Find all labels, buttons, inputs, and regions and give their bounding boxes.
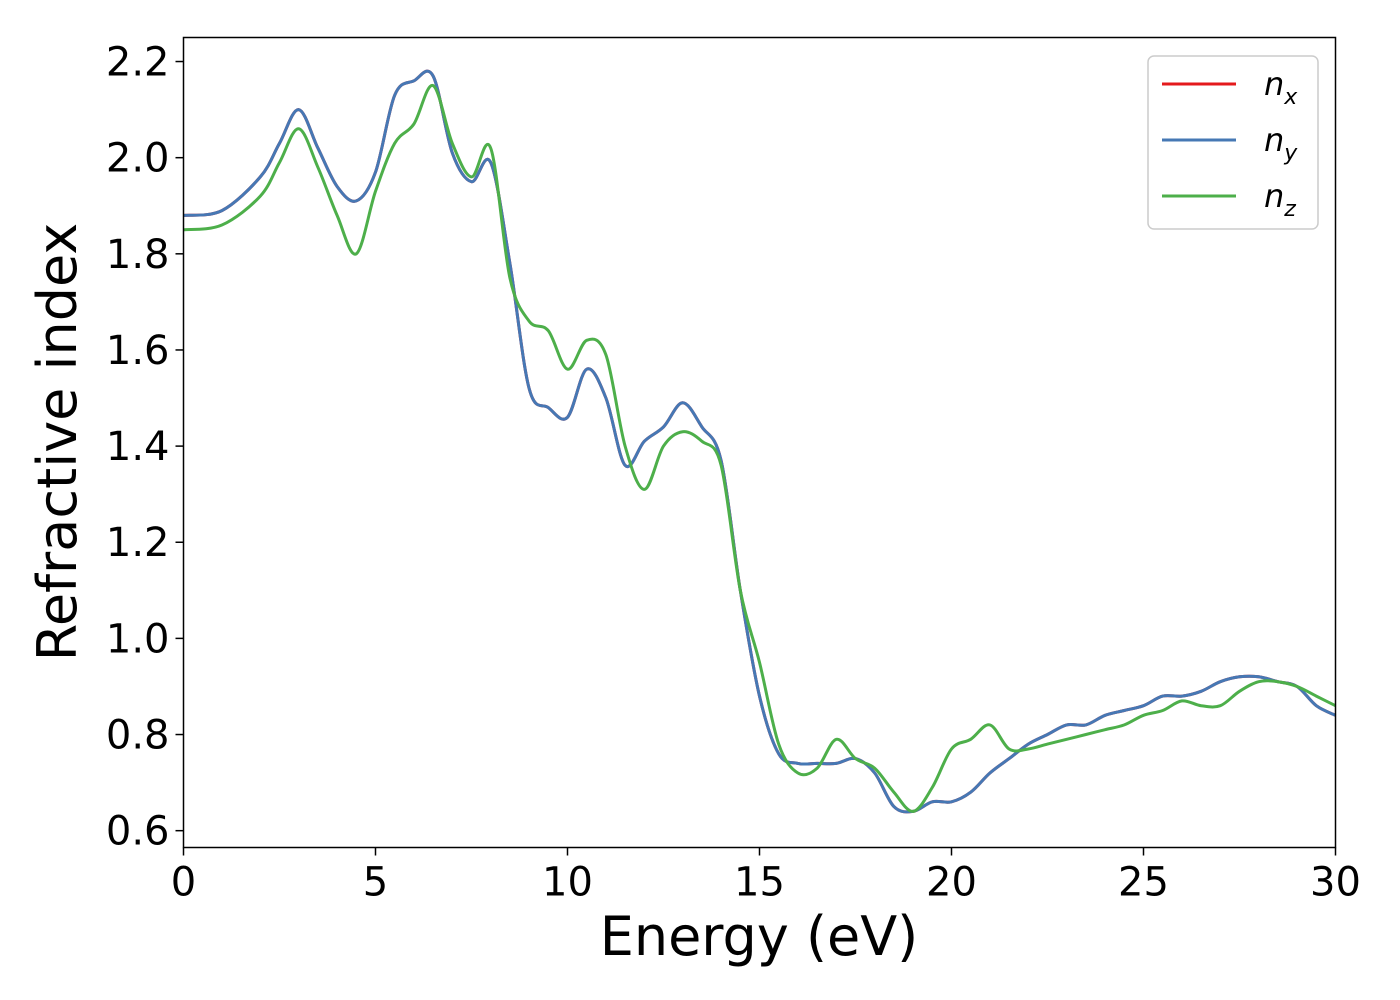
x-tick-label: 30 (1310, 860, 1361, 906)
legend-label-y: ny (1264, 121, 1298, 166)
y-tick-label: 0.6 (106, 809, 170, 855)
y-tick-label: 1.0 (106, 616, 170, 662)
legend-box (1147, 55, 1319, 230)
x-axis: 0 5 10 15 20 25 30 (171, 847, 1361, 906)
y-axis-title: Refractive index (26, 223, 89, 662)
y-tick-label: 1.2 (106, 520, 170, 566)
series-line-y (183, 69, 1337, 814)
x-tick-label: 5 (363, 860, 388, 906)
series-line-z (183, 84, 1337, 813)
plot-series-layer (183, 69, 1337, 814)
x-tick-label: 0 (171, 860, 196, 906)
y-tick-label: 1.6 (106, 328, 170, 374)
y-tick-label: 2.0 (106, 136, 170, 182)
y-tick-label: 0.8 (106, 713, 170, 759)
x-tick-label: 20 (926, 860, 977, 906)
y-axis: 0.6 0.8 1.0 1.2 1.4 1.6 1.8 2.0 2.2 (106, 40, 184, 855)
legend-label-x: nx (1264, 65, 1298, 110)
y-tick-label: 2.2 (106, 40, 170, 86)
y-tick-label: 1.8 (106, 232, 170, 278)
legend: nx ny nz (1147, 55, 1319, 230)
y-tick-label: 1.4 (106, 424, 170, 470)
x-tick-label: 10 (542, 860, 593, 906)
legend-label-z: nz (1264, 177, 1296, 222)
x-tick-label: 25 (1118, 860, 1169, 906)
x-tick-label: 15 (734, 860, 785, 906)
x-axis-title: Energy (eV) (600, 905, 919, 968)
